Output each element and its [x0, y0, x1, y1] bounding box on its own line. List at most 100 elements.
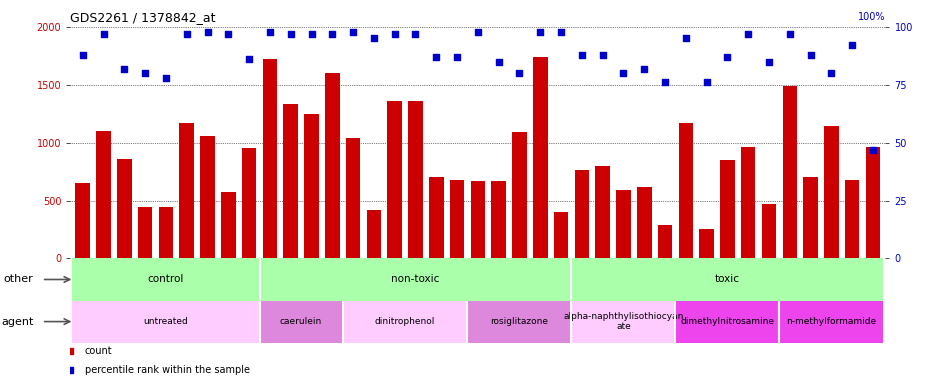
Bar [636, 187, 651, 258]
Bar [138, 207, 153, 258]
Bar [117, 159, 131, 258]
Bar [304, 114, 318, 258]
Text: 100%: 100% [857, 12, 885, 22]
Bar [72, 301, 259, 343]
Bar [675, 301, 779, 343]
Point [407, 31, 422, 37]
Bar [429, 177, 443, 258]
Bar [782, 86, 797, 258]
Text: alpha-naphthylisothiocyan
ate: alpha-naphthylisothiocyan ate [563, 312, 683, 331]
Bar [262, 59, 277, 258]
Point [553, 28, 568, 35]
Bar [657, 225, 672, 258]
Point [865, 147, 880, 153]
Text: other: other [4, 275, 34, 285]
Text: count: count [85, 346, 112, 356]
Text: GDS2261 / 1378842_at: GDS2261 / 1378842_at [70, 11, 215, 24]
Bar [512, 132, 526, 258]
Point [96, 31, 111, 37]
Bar [678, 123, 693, 258]
Text: toxic: toxic [714, 275, 739, 285]
Point [366, 35, 381, 41]
Point [179, 31, 194, 37]
Bar [698, 230, 713, 258]
Point [241, 56, 256, 62]
Bar [325, 73, 339, 258]
Bar [470, 181, 485, 258]
Bar [761, 204, 775, 258]
Bar [802, 177, 817, 258]
Point [449, 54, 464, 60]
Point [429, 54, 444, 60]
Point [657, 79, 672, 86]
Point [823, 70, 838, 76]
Bar [553, 212, 568, 258]
Bar [824, 126, 838, 258]
Bar [96, 131, 110, 258]
Bar [158, 207, 173, 258]
Bar [241, 149, 256, 258]
Point [117, 66, 132, 72]
Bar [76, 183, 90, 258]
Bar [366, 210, 381, 258]
Text: percentile rank within the sample: percentile rank within the sample [85, 364, 250, 374]
Text: dimethylnitrosamine: dimethylnitrosamine [680, 317, 773, 326]
Point [325, 31, 340, 37]
Bar [490, 181, 505, 258]
Point [574, 51, 589, 58]
Point [615, 70, 630, 76]
Point [761, 58, 776, 65]
Point [221, 31, 236, 37]
Bar [533, 57, 547, 258]
Bar [571, 301, 675, 343]
Bar [779, 301, 883, 343]
Text: caerulein: caerulein [280, 317, 322, 326]
Point [843, 42, 858, 48]
Bar [283, 104, 298, 258]
Bar [259, 301, 343, 343]
Point [490, 58, 505, 65]
Text: agent: agent [1, 316, 34, 326]
Bar [449, 180, 464, 258]
Bar [616, 190, 630, 258]
Point [138, 70, 153, 76]
Point [345, 28, 360, 35]
Point [283, 31, 298, 37]
Bar [343, 301, 467, 343]
Text: non-toxic: non-toxic [391, 275, 439, 285]
Bar [865, 147, 879, 258]
Bar [72, 258, 259, 301]
Bar [594, 166, 609, 258]
Point [678, 35, 693, 41]
Bar [408, 101, 422, 258]
Point [470, 28, 485, 35]
Bar [740, 147, 754, 258]
Point [802, 51, 817, 58]
Text: untreated: untreated [143, 317, 188, 326]
Point [511, 70, 526, 76]
Point [594, 51, 609, 58]
Bar [571, 258, 883, 301]
Point [75, 51, 90, 58]
Point [719, 54, 734, 60]
Bar [844, 180, 858, 258]
Text: n-methylformamide: n-methylformamide [785, 317, 875, 326]
Bar [180, 123, 194, 258]
Bar [200, 136, 214, 258]
Text: dinitrophenol: dinitrophenol [374, 317, 435, 326]
Point [262, 28, 277, 35]
Bar [467, 301, 571, 343]
Text: rosiglitazone: rosiglitazone [490, 317, 548, 326]
Bar [259, 258, 571, 301]
Bar [345, 138, 360, 258]
Bar [574, 170, 589, 258]
Point [387, 31, 402, 37]
Point [303, 31, 318, 37]
Point [199, 28, 214, 35]
Point [636, 66, 651, 72]
Bar [221, 192, 235, 258]
Point [782, 31, 797, 37]
Point [740, 31, 755, 37]
Point [698, 79, 713, 86]
Bar [387, 101, 402, 258]
